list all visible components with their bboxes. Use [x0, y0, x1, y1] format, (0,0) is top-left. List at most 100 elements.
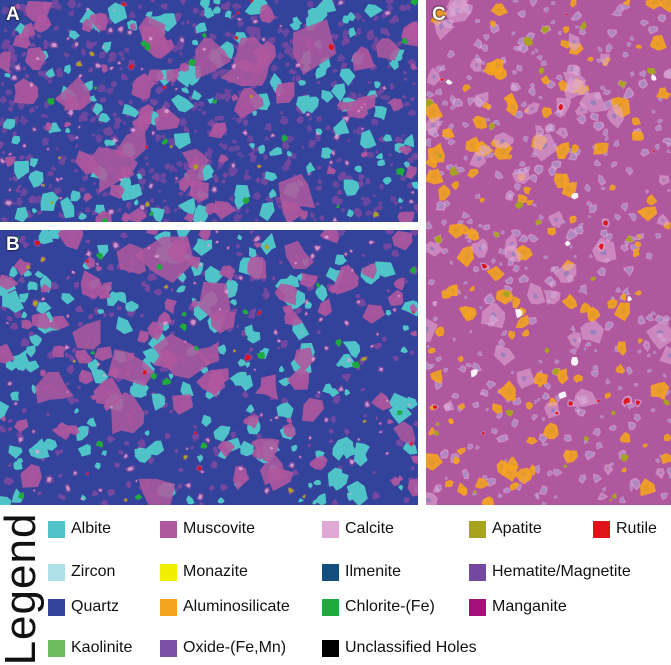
chlorite-grain	[90, 350, 96, 355]
matrix-grain	[170, 81, 175, 87]
muscovite-grain	[157, 311, 172, 325]
matrix-grain	[11, 30, 16, 37]
albite-grain	[175, 69, 191, 88]
calcite-speck	[254, 368, 256, 371]
matrix-grain	[218, 141, 224, 147]
matrix-grain	[352, 129, 357, 134]
matrix-grain	[223, 93, 232, 103]
muscovite-grain	[12, 31, 31, 49]
matrix-grain	[220, 484, 229, 491]
calcite-speck	[260, 413, 263, 417]
matrix-grain	[16, 431, 23, 439]
matrix-grain	[120, 73, 129, 81]
muscovite-grain	[4, 156, 16, 167]
albite-grain	[21, 311, 28, 319]
muscovite-grain	[362, 304, 386, 324]
apatite-grain	[25, 264, 31, 269]
matrix-grain	[106, 435, 116, 444]
matrix-grain	[220, 179, 226, 184]
matrix-grain	[190, 102, 199, 112]
albite-grain	[224, 10, 232, 19]
muscovite-grain	[410, 63, 418, 70]
chlorite-grain	[396, 167, 405, 177]
matrix-grain	[221, 2, 231, 12]
matrix-grain	[95, 133, 103, 143]
calcite-speck	[66, 37, 70, 40]
matrix-grain	[409, 96, 415, 102]
matrix-grain	[214, 177, 220, 183]
muscovite-grain	[93, 377, 123, 406]
muscovite-cluster	[259, 453, 286, 486]
matrix-grain	[7, 107, 14, 112]
matrix-grain	[264, 122, 272, 132]
albite-grain	[61, 293, 75, 305]
matrix-grain	[407, 157, 415, 164]
muscovite-grain	[83, 192, 93, 202]
matrix-grain	[24, 74, 30, 79]
albite-grain	[136, 173, 143, 180]
muscovite-grain	[74, 349, 93, 364]
matrix-grain	[8, 177, 13, 182]
calcite-speck	[148, 247, 151, 250]
albite-grain	[342, 341, 361, 359]
matrix-grain	[174, 448, 179, 453]
rutile-grain	[128, 63, 135, 69]
muscovite-grain	[398, 145, 413, 156]
calcite-speck	[175, 88, 178, 90]
muscovite-cluster	[220, 37, 272, 87]
albite-grain	[144, 430, 150, 437]
muscovite-grain	[387, 419, 394, 424]
matrix-grain	[120, 56, 126, 61]
calcite-speck	[33, 489, 36, 492]
calcite-speck	[80, 497, 84, 500]
matrix-grain	[379, 183, 385, 191]
matrix-grain	[218, 115, 224, 122]
matrix-grain	[233, 273, 239, 280]
calcite-speck	[324, 346, 329, 350]
matrix-grain	[170, 288, 174, 292]
muscovite-cluster	[278, 173, 316, 216]
calcite-speck	[331, 151, 335, 156]
matrix-grain	[373, 36, 380, 43]
matrix-grain	[388, 153, 393, 157]
calcite-speck	[149, 183, 153, 189]
matrix-grain	[51, 0, 60, 5]
albite-grain	[196, 454, 203, 463]
albite-grain	[29, 158, 39, 168]
matrix-grain	[214, 450, 220, 457]
albite-grain	[259, 232, 277, 256]
matrix-grain	[3, 38, 12, 45]
albite-grain	[23, 269, 32, 277]
muscovite-grain	[42, 1, 50, 9]
matrix-grain	[375, 149, 379, 155]
matrix-grain	[372, 194, 376, 198]
calcite-speck	[6, 322, 9, 324]
albite-grain	[217, 41, 235, 60]
muscovite-cluster	[153, 333, 212, 379]
calcite-speck	[47, 477, 52, 482]
albite-grain	[12, 350, 30, 371]
chlorite-grain	[179, 323, 187, 332]
matrix-grain	[235, 244, 240, 249]
muscovite-grain	[51, 345, 67, 358]
calcite-speck	[274, 329, 278, 335]
chlorite-grain	[316, 282, 321, 288]
matrix-grain	[281, 41, 290, 49]
albite-grain	[65, 127, 71, 134]
calcite-speck	[68, 109, 73, 116]
matrix-grain	[117, 51, 124, 58]
matrix-grain	[5, 88, 13, 96]
matrix-grain	[281, 120, 288, 125]
muscovite-grain	[387, 289, 404, 307]
matrix-grain	[358, 174, 365, 181]
calcite-speck	[409, 200, 414, 204]
matrix-grain	[0, 116, 5, 122]
matrix-grain	[65, 382, 70, 386]
albite-grain	[240, 374, 254, 392]
matrix-grain	[37, 70, 46, 77]
calcite-speck	[108, 28, 113, 33]
muscovite-cluster	[107, 349, 155, 387]
chlorite-grain	[242, 309, 249, 315]
matrix-grain	[283, 48, 292, 56]
matrix-grain	[179, 51, 183, 56]
